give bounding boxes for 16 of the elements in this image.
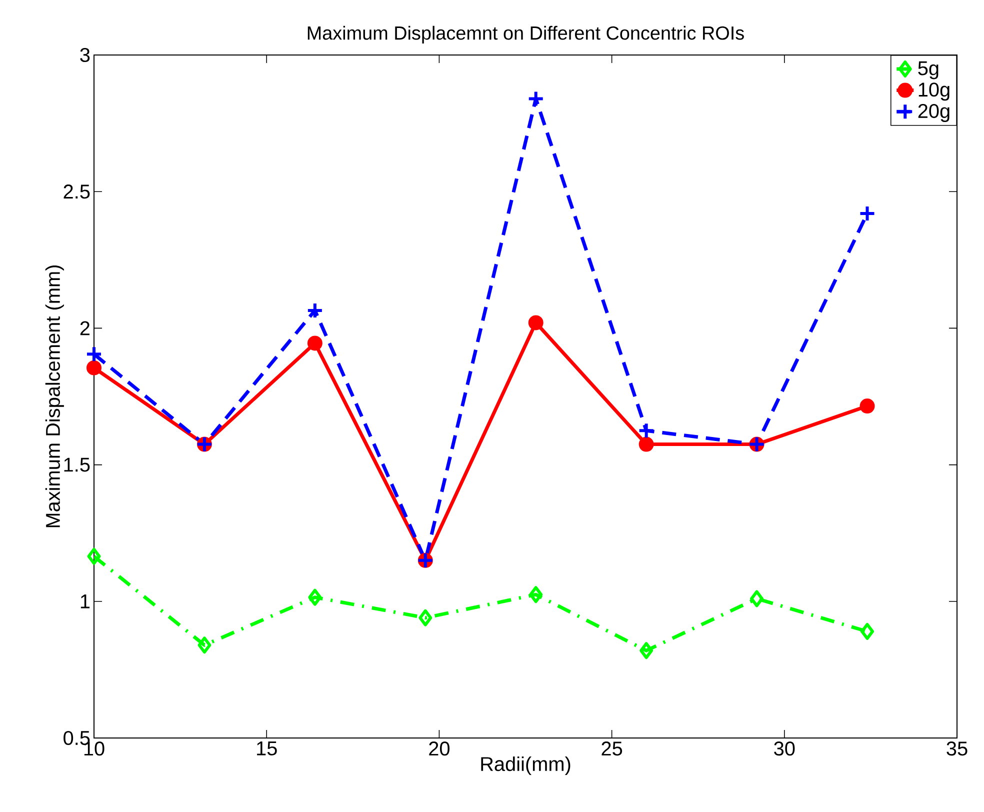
- chart-title: Maximum Displacemnt on Different Concentric ROIs: [308, 26, 744, 44]
- x-tick-label: 15: [257, 742, 277, 756]
- legend-label: 10g: [918, 82, 950, 101]
- x-axis-title: Radii(mm): [481, 756, 570, 776]
- x-tick-label: 35: [946, 742, 968, 756]
- y-tick-label: 1.5: [64, 458, 90, 472]
- y-tick-label: 1: [80, 594, 90, 608]
- x-tick-label: 20: [429, 742, 450, 756]
- y-axis-title: Maximum Dispalcement (mm): [45, 265, 64, 528]
- legend-label: 20g: [918, 104, 950, 122]
- x-tick-label: 25: [602, 742, 622, 756]
- x-tick-label: 30: [774, 742, 795, 756]
- y-tick-label: 2: [80, 321, 90, 336]
- y-tick-label: 2.5: [64, 184, 90, 199]
- legend-label: 5g: [918, 61, 938, 80]
- y-tick-label: 3: [80, 48, 90, 62]
